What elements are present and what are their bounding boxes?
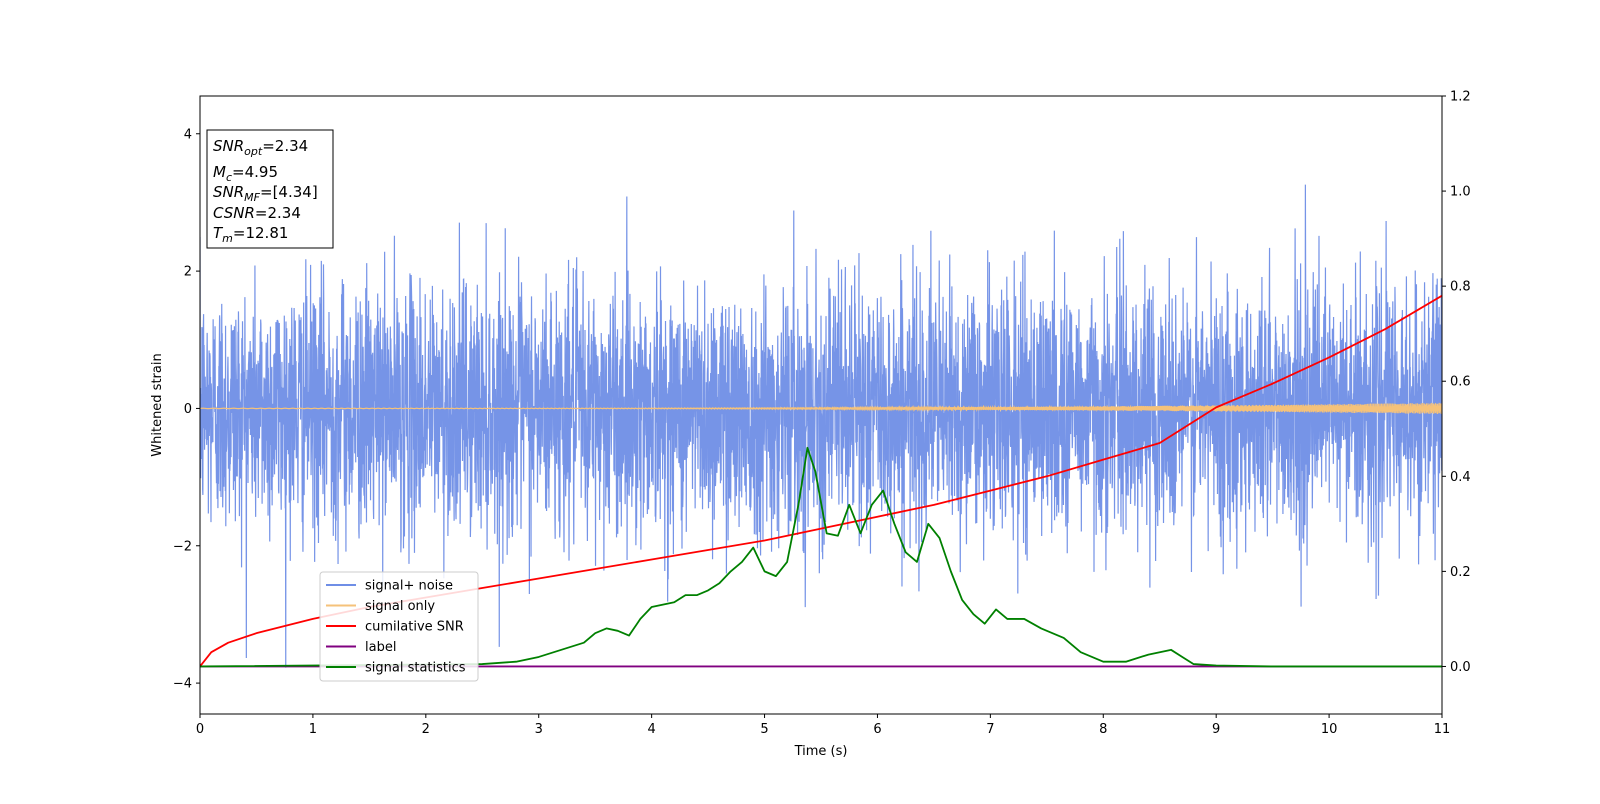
legend-entry: signal+ noise xyxy=(365,579,453,594)
series-signal-only xyxy=(200,402,1442,415)
x-tick-label: 11 xyxy=(1434,722,1451,737)
x-tick-label: 4 xyxy=(647,722,655,737)
y-tick-label: −2 xyxy=(173,539,192,554)
signal-noise-line xyxy=(200,184,1442,668)
x-tick-label: 5 xyxy=(760,722,768,737)
x-tick-label: 2 xyxy=(422,722,430,737)
info-line: SNRopt=2.34 xyxy=(213,137,308,158)
y-tick-label: 0 xyxy=(184,402,192,417)
info-line: Tm=12.81 xyxy=(213,224,288,245)
legend-entry: signal only xyxy=(365,599,435,614)
x-tick-label: 1 xyxy=(309,722,317,737)
y-axis-right: 0.0 0.2 0.4 0.6 0.8 1.0 1.2 xyxy=(1442,90,1471,675)
x-tick-label: 6 xyxy=(873,722,881,737)
y-axis-left: −4 −2 0 2 4 xyxy=(173,127,200,692)
signal-statistics-line xyxy=(200,446,1442,668)
y-tick-label: 2 xyxy=(184,265,192,280)
series-signal-noise xyxy=(200,184,1442,668)
info-line: SNRMF=[4.34] xyxy=(213,183,318,204)
x-tick-label: 8 xyxy=(1099,722,1107,737)
series-cumulative-snr xyxy=(200,294,1442,668)
y-tick-label: −4 xyxy=(173,677,192,692)
legend-entry: signal statistics xyxy=(365,661,466,676)
y2-tick-label: 0.8 xyxy=(1450,280,1471,295)
series-signal-statistics xyxy=(200,446,1442,668)
y2-tick-label: 0.2 xyxy=(1450,565,1471,580)
y2-tick-label: 0.0 xyxy=(1450,660,1471,675)
y2-tick-label: 1.0 xyxy=(1450,185,1471,200)
y2-tick-label: 0.6 xyxy=(1450,375,1471,390)
info-line: Mc=4.95 xyxy=(213,163,278,184)
legend-entry: label xyxy=(365,640,396,655)
info-line: CSNR=2.34 xyxy=(213,204,301,222)
x-tick-label: 9 xyxy=(1212,722,1220,737)
x-axis-label: Time (s) xyxy=(794,744,848,759)
x-axis: 0 1 2 3 4 5 6 7 8 9 10 11 xyxy=(196,714,1450,737)
x-tick-label: 10 xyxy=(1321,722,1338,737)
y-tick-label: 4 xyxy=(184,127,192,142)
signal-only-line xyxy=(200,402,1442,415)
x-tick-label: 0 xyxy=(196,722,204,737)
y-axis-label: Whitened strain xyxy=(150,353,165,456)
legend: signal+ noise signal only cumilative SNR la… xyxy=(319,571,479,682)
plot-frame xyxy=(199,95,1443,715)
y2-tick-label: 0.4 xyxy=(1450,470,1471,485)
cumulative-snr-line xyxy=(200,294,1442,668)
y2-tick-label: 1.2 xyxy=(1450,90,1471,105)
legend-entry: cumilative SNR xyxy=(365,620,464,635)
x-tick-label: 7 xyxy=(986,722,994,737)
x-tick-label: 3 xyxy=(535,722,543,737)
